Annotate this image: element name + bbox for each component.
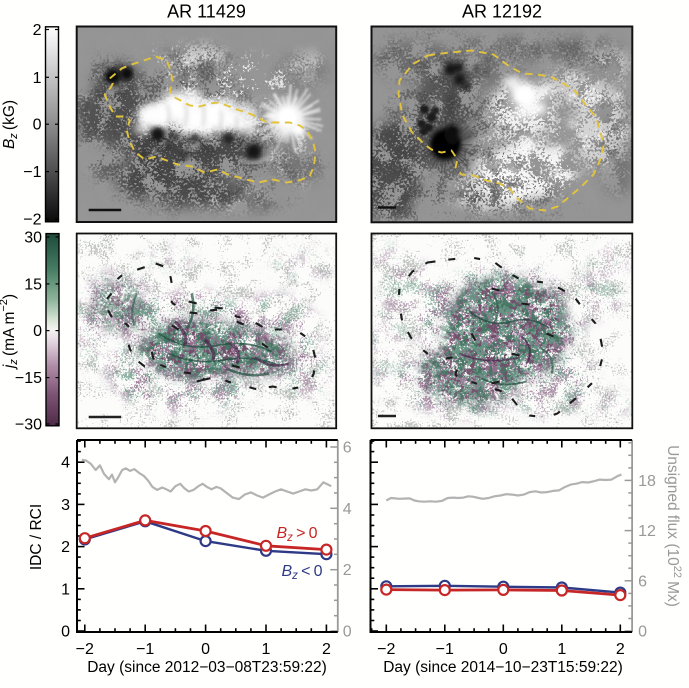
svg-text:Bz < 0: Bz < 0: [281, 563, 322, 582]
svg-text:6: 6: [343, 440, 352, 457]
svg-text:30: 30: [24, 230, 42, 247]
svg-text:6: 6: [638, 573, 647, 590]
svg-text:Day (since 2014−10−23T15:59:22: Day (since 2014−10−23T15:59:22): [383, 659, 623, 676]
svg-text:−15: −15: [15, 370, 42, 387]
svg-text:Unsigned flux (1022 Mx): Unsigned flux (1022 Mx): [664, 445, 683, 607]
svg-text:IDC / RCI: IDC / RCI: [28, 504, 45, 570]
svg-text:2: 2: [343, 562, 352, 579]
svg-text:2: 2: [61, 539, 70, 556]
svg-text:0: 0: [33, 323, 42, 340]
svg-text:AR 12192: AR 12192: [462, 2, 542, 22]
svg-text:0: 0: [638, 624, 647, 641]
svg-text:12: 12: [638, 523, 656, 540]
svg-text:−1: −1: [436, 641, 454, 658]
svg-text:−1: −1: [136, 641, 154, 658]
svg-text:2: 2: [322, 641, 331, 658]
svg-text:4: 4: [61, 455, 70, 472]
svg-text:18: 18: [638, 473, 656, 490]
svg-text:jz (mA m−2): jz (mA m−2): [0, 294, 20, 370]
svg-text:0: 0: [343, 624, 352, 641]
svg-text:1: 1: [262, 641, 271, 658]
svg-text:2: 2: [33, 22, 42, 39]
svg-text:15: 15: [24, 276, 42, 293]
svg-text:1: 1: [61, 581, 70, 598]
svg-text:−2: −2: [377, 641, 395, 658]
svg-text:−30: −30: [15, 417, 42, 434]
svg-text:−1: −1: [23, 164, 41, 181]
svg-text:0: 0: [61, 624, 70, 641]
svg-text:AR 11429: AR 11429: [167, 2, 246, 22]
svg-text:−2: −2: [76, 641, 94, 658]
svg-text:−2: −2: [23, 212, 41, 229]
svg-text:2: 2: [616, 641, 625, 658]
svg-text:4: 4: [343, 501, 352, 518]
svg-text:1: 1: [33, 70, 42, 87]
svg-text:Bz (kG): Bz (kG): [1, 100, 20, 149]
svg-text:0: 0: [33, 117, 42, 134]
svg-text:0: 0: [201, 641, 210, 658]
svg-text:3: 3: [61, 497, 70, 514]
svg-text:Bz > 0: Bz > 0: [276, 525, 317, 544]
svg-text:Day (since 2012−03−08T23:59:22: Day (since 2012−03−08T23:59:22): [87, 659, 327, 676]
svg-text:0: 0: [499, 641, 508, 658]
svg-text:1: 1: [557, 641, 566, 658]
